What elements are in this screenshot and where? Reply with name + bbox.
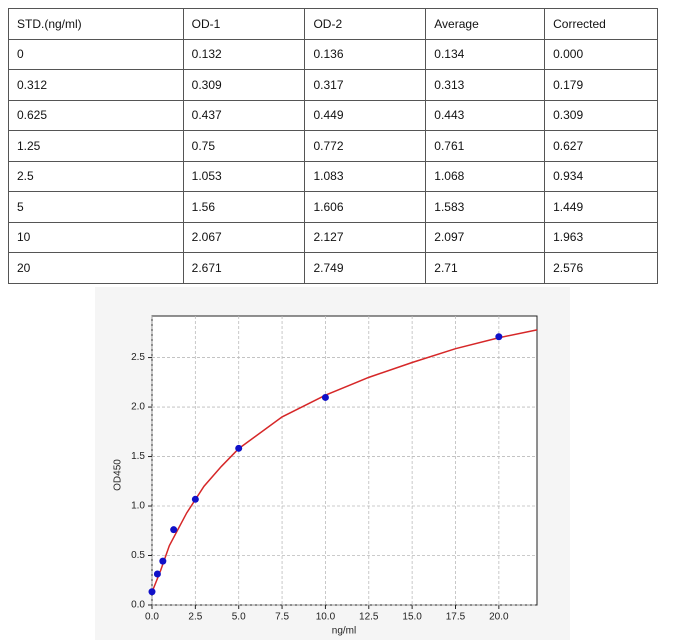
- table-cell: 1.963: [544, 221, 658, 253]
- x-tick-label: 20.0: [489, 612, 509, 623]
- table-cell: 5: [8, 191, 184, 223]
- table-cell: 1.068: [425, 160, 546, 192]
- x-tick-label: 15.0: [402, 612, 422, 623]
- table-cell: OD-1: [182, 8, 306, 40]
- table-cell: 0.309: [182, 69, 306, 101]
- x-axis-label: ng/ml: [332, 626, 356, 637]
- header-row: STD.(ng/ml) OD-1 OD-2 Average Corrected: [8, 8, 658, 40]
- table-cell: 0.443: [425, 99, 546, 131]
- table-cell: 0.449: [304, 99, 427, 131]
- data-point: [159, 557, 167, 565]
- table-cell: 2.71: [425, 252, 546, 284]
- table-cell: 0.313: [425, 69, 546, 101]
- data-point: [148, 588, 156, 596]
- x-tick-label: 2.5: [188, 612, 202, 623]
- od-table: STD.(ng/ml) OD-1 OD-2 Average Corrected 0 0.13…: [8, 8, 658, 284]
- y-axis-label: OD450: [113, 459, 124, 491]
- table-cell: 0.132: [182, 38, 306, 70]
- y-tick-label: 0.0: [131, 600, 145, 611]
- data-point: [321, 393, 329, 401]
- x-tick-label: 0.0: [145, 612, 159, 623]
- table-cell: 0.134: [425, 38, 546, 70]
- table-cell: 0.179: [544, 69, 658, 101]
- table-cell: 0.000: [544, 38, 658, 70]
- table-row: 20 2.671 2.749 2.71 2.576: [8, 252, 658, 284]
- table-cell: 2.127: [304, 221, 427, 253]
- data-point: [235, 444, 243, 452]
- data-point: [170, 526, 178, 534]
- y-tick-label: 1.0: [131, 501, 145, 512]
- data-point: [191, 495, 199, 503]
- x-tick-label: 7.5: [275, 612, 289, 623]
- plot-area: [151, 315, 538, 606]
- table-cell: 2.671: [182, 252, 306, 284]
- table-cell: Corrected: [544, 8, 658, 40]
- table-cell: 0.317: [304, 69, 427, 101]
- y-tick-label: 0.5: [131, 550, 145, 561]
- x-tick-label: 17.5: [446, 612, 466, 623]
- data-point: [153, 570, 161, 578]
- table-row: 0.625 0.437 0.449 0.443 0.309: [8, 99, 658, 131]
- y-tick-label: 2.5: [131, 352, 145, 363]
- table-cell: 0.136: [304, 38, 427, 70]
- table-cell: Average: [425, 8, 546, 40]
- table-row: 0 0.132 0.136 0.134 0.000: [8, 38, 658, 70]
- x-tick-label: 12.5: [359, 612, 379, 623]
- x-tick-label: 10.0: [316, 612, 336, 623]
- table-row: 5 1.56 1.606 1.583 1.449: [8, 191, 658, 223]
- table-row: 10 2.067 2.127 2.097 1.963: [8, 221, 658, 253]
- table-cell: 0.312: [8, 69, 184, 101]
- table-cell: 2.749: [304, 252, 427, 284]
- table-cell: 0.761: [425, 130, 546, 162]
- table-cell: 2.576: [544, 252, 658, 284]
- table-cell: 0.625: [8, 99, 184, 131]
- data-point: [495, 333, 503, 341]
- x-tick-label: 5.0: [232, 612, 246, 623]
- table-cell: 0.75: [182, 130, 306, 162]
- fit-curve: [151, 329, 538, 593]
- table-row: 0.312 0.309 0.317 0.313 0.179: [8, 69, 658, 101]
- table-cell: 0.934: [544, 160, 658, 192]
- y-tick-label: 2.0: [131, 402, 145, 413]
- table-cell: 1.053: [182, 160, 306, 192]
- y-tick-label: 1.5: [131, 451, 145, 462]
- table-cell: 20: [8, 252, 184, 284]
- table-cell: STD.(ng/ml): [8, 8, 184, 40]
- table-body: STD.(ng/ml) OD-1 OD-2 Average Corrected 0 0.13…: [8, 8, 658, 284]
